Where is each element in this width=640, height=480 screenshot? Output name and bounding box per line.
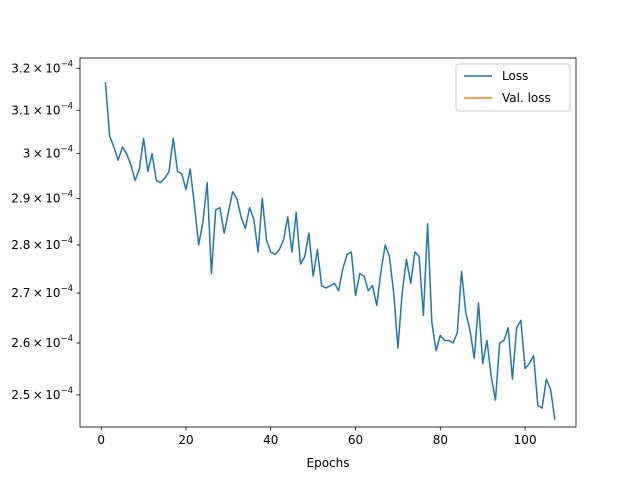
axes-frame <box>79 57 577 428</box>
y-tick-label: 2.5 × 10−4 <box>11 386 73 402</box>
x-tick-label: 40 <box>263 433 278 447</box>
y-axis-ticks: 2.5 × 10−4 2.6 × 10−4 2.7 × 10−4 2.8 × 10−4… <box>11 59 80 402</box>
series-line-0 <box>104 82 556 420</box>
series-layer <box>104 82 556 420</box>
x-tick-label: 80 <box>433 433 448 447</box>
y-tick-label: 3.2 × 10−4 <box>11 59 73 75</box>
plot-background <box>80 58 576 427</box>
y-tick-label: 2.9 × 10−4 <box>11 190 73 206</box>
x-tick-label: 100 <box>514 433 537 447</box>
x-tick-label: 20 <box>178 433 193 447</box>
legend-label: Loss <box>502 69 528 83</box>
x-tick-label: 60 <box>348 433 363 447</box>
y-tick-label: 2.6 × 10−4 <box>11 334 73 350</box>
legend: Loss Val. loss <box>455 63 571 112</box>
plot-area <box>80 58 576 427</box>
x-axis-ticks: 0 20 40 60 80 100 <box>97 427 537 447</box>
y-tick-label: 3.1 × 10−4 <box>11 101 73 117</box>
y-tick-label: 2.8 × 10−4 <box>11 236 73 252</box>
x-axis-label: Epochs <box>307 456 350 470</box>
axes-border <box>79 57 577 428</box>
x-tick-label: 0 <box>97 433 105 447</box>
y-tick-label: 2.7 × 10−4 <box>11 284 73 300</box>
legend-label: Val. loss <box>502 91 551 105</box>
y-tick-label: 3 × 10−4 <box>23 145 73 161</box>
